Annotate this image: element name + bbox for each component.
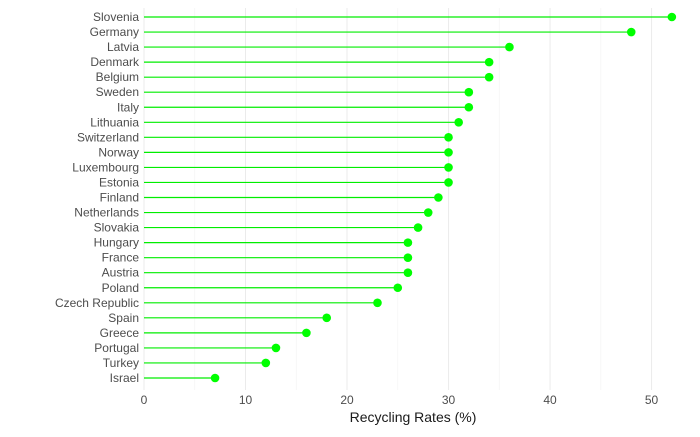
category-label: Belgium [96,70,139,84]
point-denmark [484,57,494,67]
point-finland [434,193,443,202]
point-portugal [271,343,281,353]
point-norway [444,148,453,157]
point-czech-republic [373,298,382,308]
category-label: Germany [90,25,139,39]
point-austria [403,268,413,278]
point-lithuania [454,117,463,127]
category-label: Austria [102,266,140,280]
category-label: Hungary [94,236,139,250]
point-luxembourg [444,163,453,172]
x-tick-label: 0 [141,393,148,407]
x-tick-label: 30 [442,393,456,407]
x-tick-label: 50 [645,393,659,407]
point-italy [464,102,474,112]
category-label: Slovakia [94,221,140,235]
category-label: Latvia [107,40,139,54]
grid-lines [143,8,653,390]
category-label: Sweden [96,85,139,99]
category-label: Estonia [99,175,139,189]
point-slovenia [667,12,677,22]
category-label: Poland [102,281,139,295]
category-label: Netherlands [74,206,139,220]
point-spain [322,313,332,323]
x-tick-label: 20 [340,393,354,407]
point-belgium [484,72,494,82]
x-tick-label: 40 [543,393,557,407]
category-label: Lithuania [90,115,139,129]
category-label: Israel [110,371,139,385]
point-germany [626,27,636,37]
x-tick-label: 10 [239,393,253,407]
point-latvia [505,42,514,52]
point-hungary [403,238,413,247]
point-france [403,253,413,262]
category-label: Italy [117,100,139,114]
point-estonia [444,178,453,187]
category-label: Luxembourg [72,160,139,174]
category-label: Switzerland [77,130,139,144]
point-greece [302,328,311,338]
data-marks [144,12,677,383]
point-poland [393,283,403,293]
point-netherlands [423,208,433,217]
x-axis-title: Recycling Rates (%) [350,409,477,425]
category-label: France [102,251,140,265]
point-switzerland [444,133,453,142]
category-label: Spain [108,311,139,325]
x-axis-ticks: 0 10 20 30 40 50 [141,393,659,407]
category-label: Slovenia [93,10,139,24]
category-label: Finland [100,191,139,205]
point-israel [210,373,220,383]
category-label: Czech Republic [55,296,139,310]
category-label: Greece [100,326,140,340]
point-sweden [464,87,474,97]
y-axis-labels: SloveniaGermanyLatviaDenmarkBelgiumSwede… [55,10,140,385]
point-turkey [261,358,271,368]
category-label: Portugal [94,341,139,355]
category-label: Turkey [103,356,139,370]
point-slovakia [413,223,423,232]
category-label: Denmark [90,55,140,69]
category-label: Norway [98,145,139,159]
